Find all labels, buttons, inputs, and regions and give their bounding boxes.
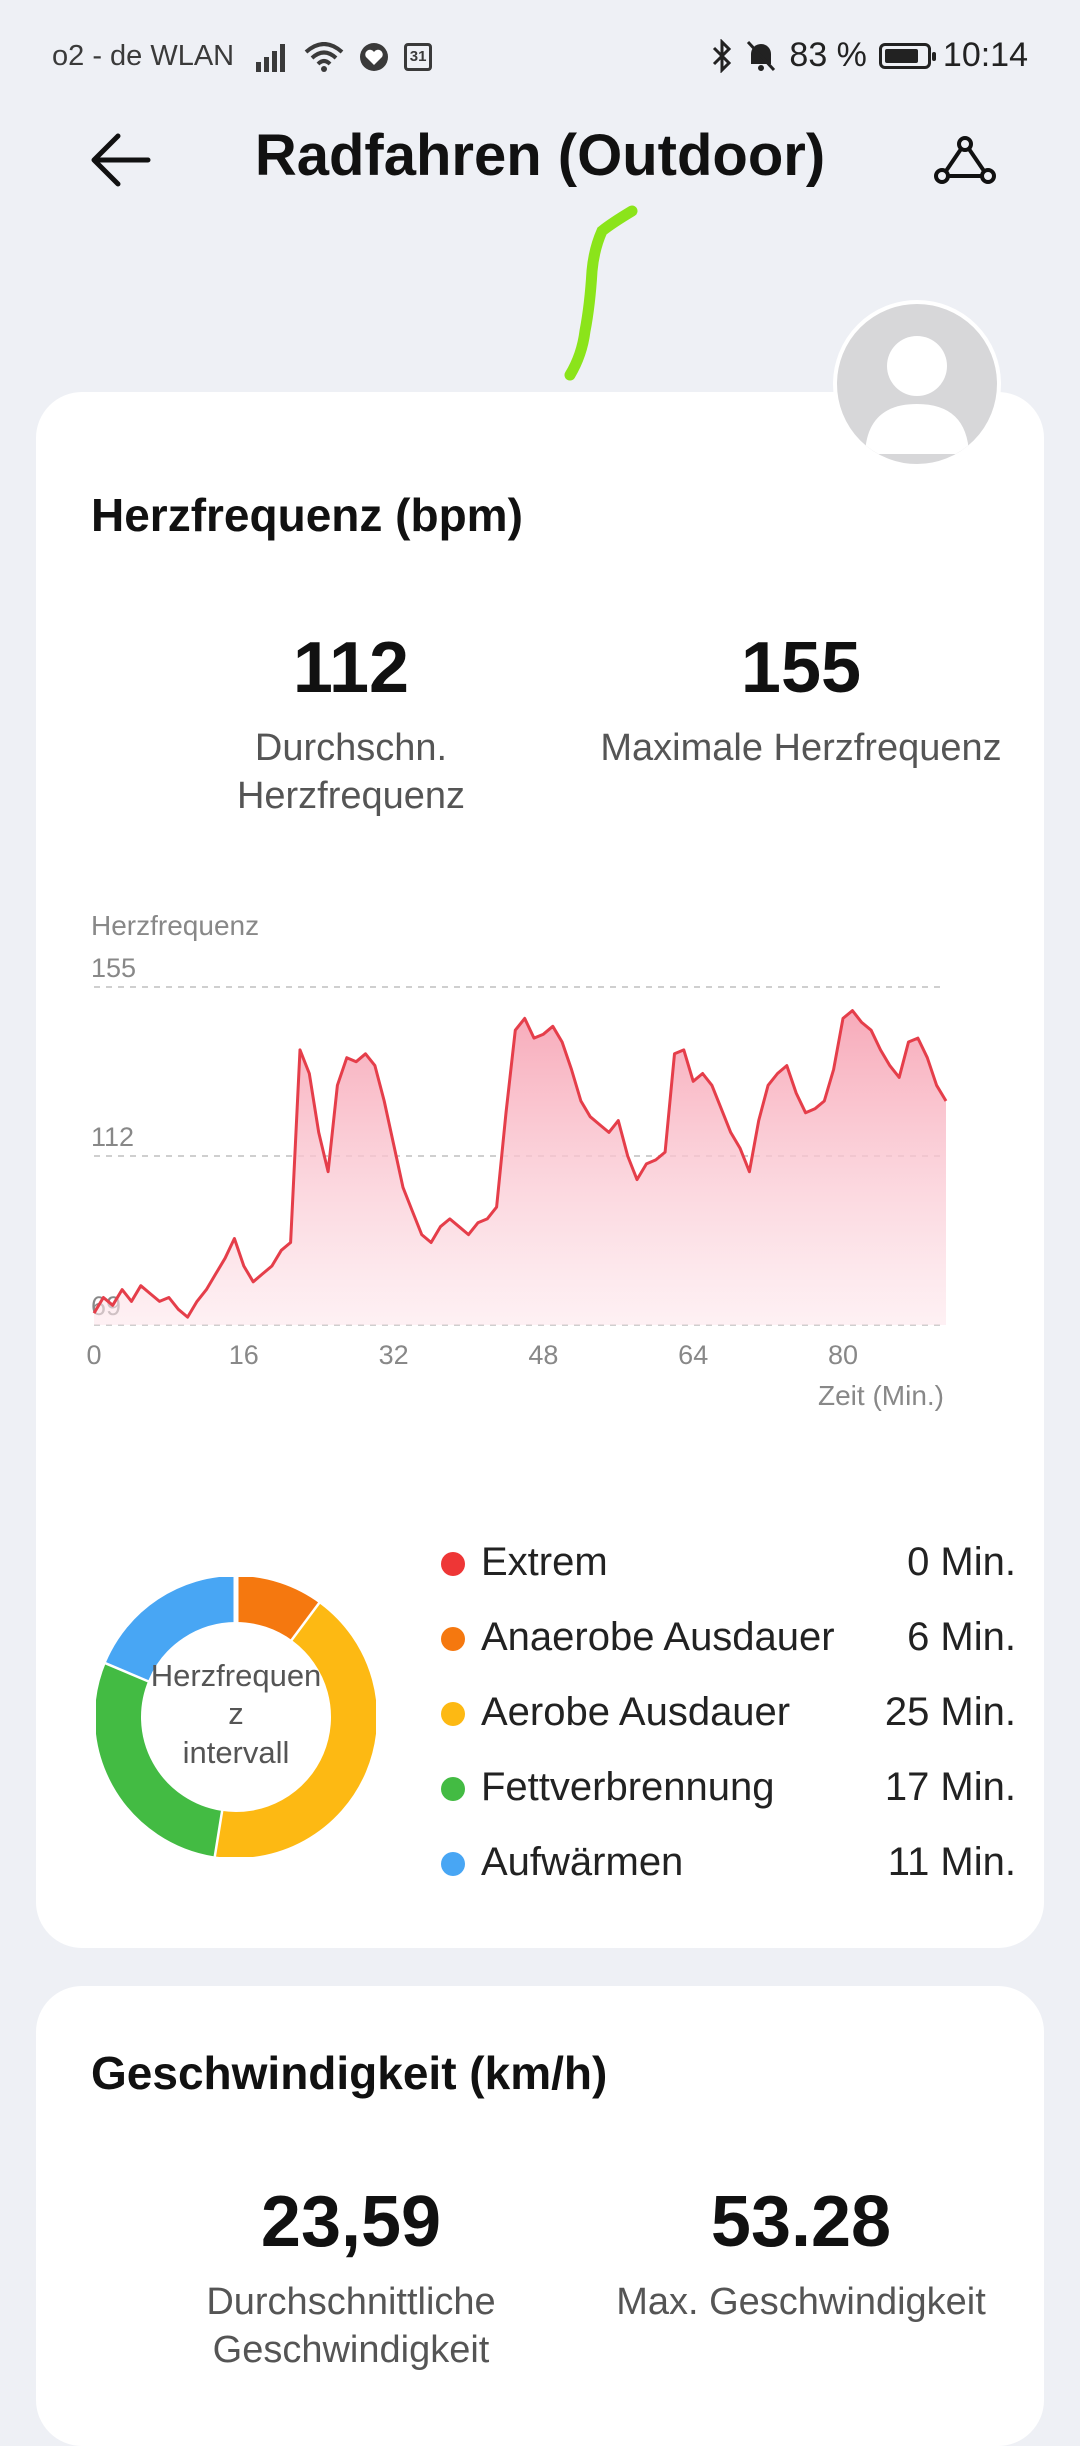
- legend-value: 0 Min.: [907, 1540, 1016, 1584]
- route-icon: [934, 136, 996, 184]
- chart-y-tick-label: 155: [91, 953, 136, 983]
- battery-percent: 83 %: [789, 36, 867, 74]
- legend-dot: [441, 1777, 465, 1801]
- speed-title: Geschwindigkeit (km/h): [91, 2047, 608, 2099]
- avg-heart-rate-value: 112: [292, 628, 410, 708]
- max-heart-rate-label: Maximale Herzfrequenz: [600, 727, 1002, 769]
- chart-x-tick-label: 48: [528, 1340, 558, 1370]
- avg-heart-rate-stat: 112 Durchschn. Herzfrequenz: [131, 632, 571, 821]
- max-speed-label: Max. Geschwindigkeit: [616, 2281, 986, 2323]
- status-bar-right: 83 % 10:14: [711, 36, 1028, 75]
- zone-donut-center-line3: intervall: [182, 1734, 290, 1770]
- heart-rate-zone-donut[interactable]: [96, 1577, 376, 1857]
- wifi-icon: [304, 41, 344, 72]
- legend-name: Aerobe Ausdauer: [481, 1690, 791, 1734]
- status-bar: o2 - de WLAN 31: [0, 0, 1080, 120]
- legend-name: Aufwärmen: [481, 1840, 684, 1884]
- battery-fill: [884, 48, 919, 63]
- legend-name: Extrem: [481, 1540, 608, 1584]
- speed-card: Geschwindigkeit (km/h) 23,59 Durchschnit…: [36, 1986, 1044, 2446]
- legend-dot: [441, 1852, 465, 1876]
- zone-separator: [103, 1659, 152, 1684]
- avg-speed-stat: 23,59 Durchschnittliche Geschwindigkeit: [131, 2186, 571, 2375]
- legend-dot: [441, 1552, 465, 1576]
- chart-y-ticks: 15511269: [91, 953, 136, 1321]
- health-heart-icon: [360, 42, 389, 71]
- zone-legend: Extrem 0 Min. Anaerobe Ausdauer 6 Min. A…: [441, 1532, 1016, 1907]
- max-heart-rate-stat: 155 Maximale Herzfrequenz: [581, 632, 1021, 772]
- zone-donut-center-line2: z: [228, 1696, 244, 1732]
- legend-row-extrem: Extrem 0 Min.: [441, 1532, 1016, 1607]
- app-header: Radfahren (Outdoor): [0, 110, 1080, 230]
- legend-row-aufwaermen: Aufwärmen 11 Min.: [441, 1832, 1016, 1907]
- avg-heart-rate-label-line1: Durchschn.: [254, 727, 448, 769]
- max-heart-rate-value: 155: [740, 628, 862, 708]
- route-button[interactable]: [920, 120, 1010, 200]
- max-speed-value: 53.28: [710, 2182, 892, 2262]
- zone-donut-center-line1: Herzfrequen: [150, 1658, 322, 1693]
- legend-dot: [441, 1702, 465, 1726]
- status-bar-left: o2 - de WLAN 31: [52, 40, 433, 73]
- legend-value: 11 Min.: [887, 1840, 1016, 1884]
- heart-rate-title: Herzfrequenz (bpm): [91, 489, 523, 541]
- carrier-label: o2 - de WLAN: [52, 40, 235, 72]
- chart-x-ticks: 0 16 32 48 64 80: [86, 1340, 858, 1370]
- clock: 10:14: [942, 36, 1028, 74]
- legend-row-fettverbrennung: Fettverbrennung 17 Min.: [441, 1757, 1016, 1832]
- calendar-icon: 31: [404, 42, 433, 71]
- chart-x-tick-label: 32: [379, 1340, 409, 1370]
- back-button[interactable]: [80, 120, 160, 200]
- battery-icon: [878, 42, 936, 69]
- avatar[interactable]: [833, 300, 1001, 468]
- zone-segment: [213, 1603, 376, 1857]
- avg-speed-label: Durchschnittliche Geschwindigkeit: [131, 2278, 571, 2375]
- chart-y-tick-label: 112: [91, 1122, 134, 1152]
- status-icons-left: 31: [256, 41, 433, 72]
- avg-heart-rate-label: Durchschn. Herzfrequenz: [131, 724, 571, 821]
- legend-value: 25 Min.: [884, 1690, 1016, 1734]
- signal-icon: [256, 43, 286, 72]
- back-arrow-icon: [91, 133, 151, 187]
- zone-segment: [235, 1577, 321, 1642]
- avg-speed-label-line2: Geschwindigkeit: [212, 2329, 490, 2372]
- zone-segment: [106, 1577, 237, 1681]
- chart-x-tick-label: 80: [828, 1340, 858, 1370]
- heart-rate-area: [94, 1010, 946, 1325]
- mute-bell-icon: [747, 40, 776, 71]
- chart-x-tick-label: 16: [229, 1340, 259, 1370]
- zone-donut-center-label: Herzfrequen z intervall: [96, 1657, 376, 1772]
- zone-segment: [96, 1662, 222, 1857]
- chart-y-axis-label: Herzfrequenz: [91, 910, 259, 941]
- max-speed-stat: 53.28 Max. Geschwindigkeit: [581, 2186, 1021, 2326]
- route-trace: [564, 205, 638, 381]
- avg-speed-label-line1: Durchschnittliche: [206, 2281, 496, 2323]
- legend-row-anaerobe: Anaerobe Ausdauer 6 Min.: [441, 1607, 1016, 1682]
- avg-speed-value: 23,59: [260, 2182, 442, 2262]
- legend-name: Anaerobe Ausdauer: [481, 1615, 835, 1659]
- legend-value: 17 Min.: [884, 1765, 1016, 1809]
- legend-dot: [441, 1627, 465, 1651]
- avg-heart-rate-label-line2: Herzfrequenz: [236, 775, 466, 818]
- chart-x-tick-label: 64: [678, 1340, 708, 1370]
- legend-name: Fettverbrennung: [481, 1765, 775, 1809]
- legend-value: 6 Min.: [907, 1615, 1016, 1659]
- chart-x-axis-label: Zeit (Min.): [818, 1380, 944, 1411]
- bluetooth-icon: [713, 38, 732, 73]
- heart-rate-card: Herzfrequenz (bpm) 112 Durchschn. Herzfr…: [36, 392, 1044, 1948]
- chart-x-tick-label: 0: [86, 1340, 101, 1370]
- heart-rate-line: [92, 1009, 948, 1319]
- page-title: Radfahren (Outdoor): [254, 123, 826, 188]
- legend-row-aerobe: Aerobe Ausdauer 25 Min.: [441, 1682, 1016, 1757]
- user-avatar-icon: [865, 336, 969, 454]
